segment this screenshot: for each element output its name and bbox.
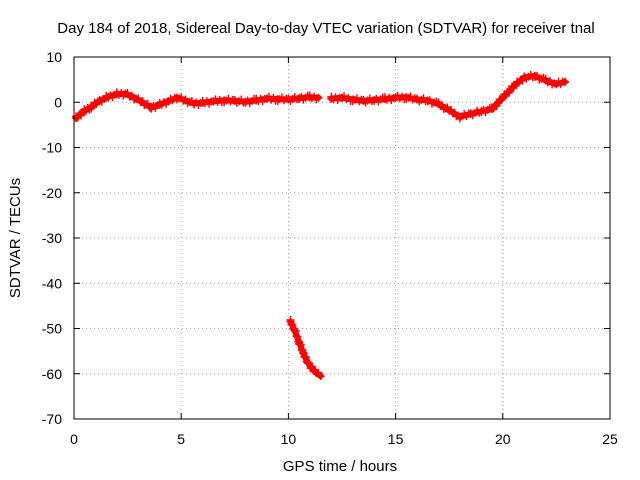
data-point [104,92,113,101]
data-point [338,93,346,102]
data-point [295,338,304,347]
data-point [380,95,389,104]
data-point [312,368,321,377]
x-tick-label: 0 [70,431,78,447]
y-tick-label: -10 [42,140,62,156]
data-point [299,349,308,358]
data-point [359,96,368,105]
data-point [316,372,325,381]
data-point [95,96,104,105]
data-point [541,76,550,85]
data-point [87,102,96,111]
data-point [164,97,173,106]
data-point [121,89,130,98]
data-point [230,96,239,105]
data-point [434,100,443,109]
x-tick-label: 25 [602,431,618,447]
data-point [520,73,529,82]
data-point [209,97,218,106]
series-3 [286,315,325,381]
series-markers [327,70,567,123]
data-point [488,105,497,114]
data-point [391,93,400,102]
data-point [190,99,199,108]
y-axis-title: SDTVAR / TECUs [7,178,24,298]
data-point [530,72,539,81]
y-tick-label: -40 [42,275,62,291]
data-point [72,114,81,123]
data-point [445,106,454,115]
data-point [477,107,486,116]
y-tick-label: 0 [54,94,62,110]
data-series [72,70,569,381]
data-point [147,103,156,112]
x-tick-label: 15 [388,431,404,447]
data-point [284,95,293,104]
data-point [423,96,432,105]
data-point [112,90,121,99]
x-tick-label: 5 [177,431,185,447]
series-1 [72,88,323,123]
y-axis-tick-labels: 10 0 -10 -20 -30 -40 -50 -60 -70 [42,49,62,427]
grid-lines [74,57,610,419]
data-point [286,317,295,326]
x-tick-label: 10 [281,431,297,447]
y-tick-label: -50 [42,321,62,337]
series-markers [286,315,323,377]
data-point [220,96,229,105]
y-tick-label: -20 [42,185,62,201]
data-point [305,93,314,102]
data-point [138,98,147,107]
data-point [130,93,139,102]
axis-ticks [73,56,611,420]
data-point [78,108,87,117]
x-tick-label: 20 [495,431,511,447]
y-tick-label: -30 [42,230,62,246]
data-point [172,93,181,102]
data-point [262,94,271,103]
data-point [498,93,507,102]
data-point [413,95,422,104]
data-point [155,100,164,109]
data-point [455,112,464,121]
x-axis-tick-labels: 0 5 10 15 20 25 [70,431,618,447]
data-point [198,98,207,107]
data-point [560,77,569,86]
data-point [466,110,475,119]
data-point [252,96,261,105]
data-point [314,93,323,102]
y-tick-label: 10 [46,49,62,65]
data-point [402,93,411,102]
data-point [348,95,357,104]
chart-title: Day 184 of 2018, Sidereal Day-to-day VTE… [57,20,594,37]
x-axis-title: GPS time / hours [283,458,397,475]
data-point [303,358,312,367]
y-tick-label: -60 [42,366,62,382]
data-point [295,94,304,103]
data-point [307,364,316,373]
data-point [509,82,518,91]
data-point [241,97,250,106]
data-point [273,95,282,104]
y-tick-label: -70 [42,411,62,427]
series-2 [327,70,569,123]
data-point [290,326,299,335]
data-point [327,94,336,103]
data-point [552,80,561,89]
data-point [181,96,190,105]
data-point [370,95,379,104]
series-markers [72,88,321,122]
